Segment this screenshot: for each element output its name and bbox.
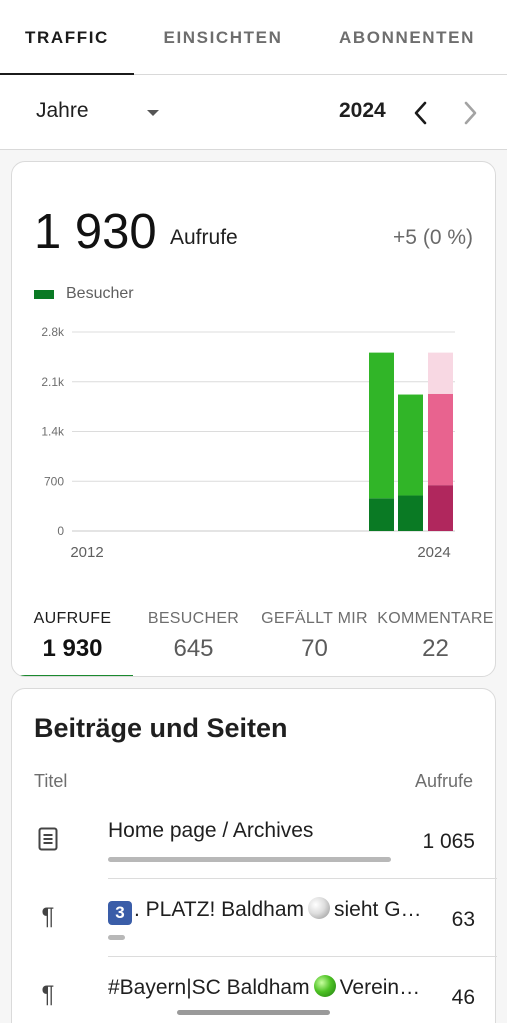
paragraph-icon: ¶ xyxy=(41,981,55,1008)
chart-bar-segment xyxy=(428,352,453,394)
chart-legend: Besucher xyxy=(34,285,134,303)
post-views: 63 xyxy=(451,908,475,931)
stat-value: 1 930 xyxy=(42,635,103,662)
tab-einsichten-label: EINSICHTEN xyxy=(163,27,283,47)
chart-bar-segment xyxy=(428,485,453,531)
stat-aufrufe[interactable]: AUFRUFE 1 930 xyxy=(12,605,133,676)
chart-bar-segment xyxy=(398,394,423,496)
stat-value: 645 xyxy=(173,635,214,662)
stat-kommentare[interactable]: KOMMENTARE 22 xyxy=(375,605,495,676)
stat-gefaellt-mir[interactable]: GEFÄLLT MIR 70 xyxy=(254,605,375,676)
row-divider xyxy=(108,878,497,879)
column-header-views: Aufrufe xyxy=(414,771,473,791)
green-ball-icon xyxy=(313,975,336,997)
page-icon xyxy=(36,825,60,853)
paragraph-icon: ¶ xyxy=(41,903,55,930)
legend-swatch xyxy=(34,289,54,299)
dropdown-caret-icon xyxy=(147,110,159,116)
chart-bar-segment xyxy=(398,495,423,531)
white-ball-icon xyxy=(308,897,331,919)
post-title: 3. PLATZ! Baldham sieht Gold bei der Meis… xyxy=(108,897,428,925)
y-tick-label: 700 xyxy=(44,474,64,488)
chart-bar-segment xyxy=(369,498,394,531)
tab-active-indicator xyxy=(0,73,134,76)
traffic-card: 1 930 Aufrufe +5 (0 %) Besucher 0 700 1.4k… xyxy=(11,161,496,677)
posts-card-title: Beiträge und Seiten xyxy=(34,713,288,743)
stat-label: KOMMENTARE xyxy=(377,610,494,627)
y-tick-label: 1.4k xyxy=(41,425,65,439)
post-title-part: #Bayern|SC Baldham xyxy=(108,976,310,999)
y-tick-label: 2.1k xyxy=(41,375,65,389)
y-tick-label: 0 xyxy=(57,524,64,538)
tab-abonnenten-label: ABONNENTEN xyxy=(339,27,475,47)
tab-abonnenten[interactable]: ABONNENTEN xyxy=(312,0,502,75)
views-delta: +5 (0 %) xyxy=(393,226,473,249)
row-divider xyxy=(108,956,497,957)
tab-einsichten[interactable]: EINSICHTEN xyxy=(134,0,312,75)
post-title-part: Vereinsmeisterschaft xyxy=(339,976,428,999)
posts-card: Beiträge und Seiten Titel Aufrufe Home p… xyxy=(11,688,497,1023)
stats-row: AUFRUFE 1 930 BESUCHER 645 GEFÄLLT MIR 7… xyxy=(12,605,495,676)
stat-label: AUFRUFE xyxy=(33,610,112,627)
chart-bar-segment xyxy=(369,352,394,499)
post-title-part: . PLATZ! Baldham xyxy=(134,898,305,921)
tab-traffic-label: TRAFFIC xyxy=(25,27,109,47)
year-label: 2024 xyxy=(339,99,386,122)
chevron-left-icon[interactable] xyxy=(408,96,432,130)
traffic-chart[interactable]: 0 700 1.4k 2.1k 2.8k 2012 2024 xyxy=(12,317,496,567)
stat-label: BESUCHER xyxy=(147,610,240,627)
stat-value: 70 xyxy=(301,635,328,662)
legend-label: Besucher xyxy=(66,285,134,302)
keycap-three-icon: 3 xyxy=(108,901,132,925)
home-indicator[interactable] xyxy=(177,1010,330,1015)
stat-value: 22 xyxy=(422,635,449,662)
chevron-right-icon[interactable] xyxy=(459,96,483,130)
stat-label: GEFÄLLT MIR xyxy=(261,610,368,627)
chart-bar-segment xyxy=(428,393,453,486)
stat-besucher[interactable]: BESUCHER 645 xyxy=(133,605,254,676)
post-title-part: sieht Gold bei der Meisterschaft xyxy=(334,898,428,921)
post-row[interactable]: ¶ #Bayern|SC Baldham Vereinsmeisterschaft… xyxy=(12,957,497,1023)
x-tick-label: 2024 xyxy=(417,544,450,561)
post-views: 1 065 xyxy=(422,830,475,853)
post-views-bar xyxy=(108,935,125,940)
post-views: 46 xyxy=(451,986,475,1009)
post-title: Home page / Archives xyxy=(108,819,314,842)
stat-active-indicator xyxy=(12,675,133,676)
x-tick-label: 2012 xyxy=(70,544,103,561)
total-views-label: Aufrufe xyxy=(170,226,238,249)
post-title: #Bayern|SC Baldham Vereinsmeisterschaft xyxy=(108,975,428,1000)
tab-traffic[interactable]: TRAFFIC xyxy=(0,0,134,76)
tab-bar: TRAFFIC EINSICHTEN ABONNENTEN xyxy=(0,0,507,76)
post-row[interactable]: Home page / Archives 1 065 xyxy=(12,801,497,879)
post-row[interactable]: ¶ 3. PLATZ! Baldham sieht Gold bei der Me… xyxy=(12,879,497,957)
column-header-title: Titel xyxy=(34,771,68,791)
total-views: 1 930 xyxy=(34,205,157,259)
period-select-value: Jahre xyxy=(36,99,89,122)
post-views-bar xyxy=(108,857,391,862)
y-tick-label: 2.8k xyxy=(41,325,65,339)
period-bar: Jahre 2024 xyxy=(0,75,507,150)
